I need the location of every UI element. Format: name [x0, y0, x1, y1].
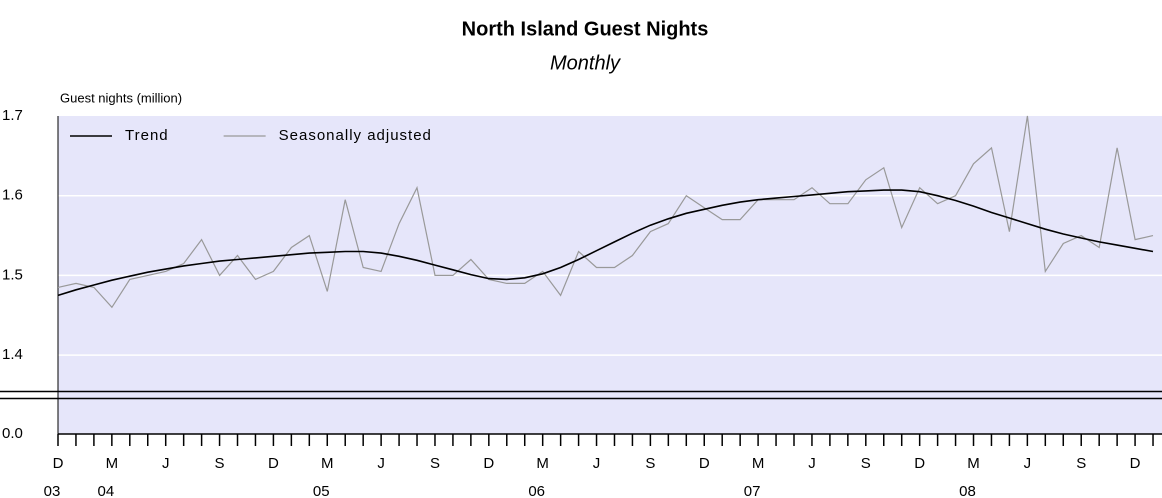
x-tick-label: D	[914, 455, 925, 472]
x-tick-label: D	[699, 455, 710, 472]
x-tick-label: D	[53, 455, 64, 472]
x-tick-label: D	[1130, 455, 1141, 472]
series-line	[57, 189, 1154, 297]
x-tick-label: D	[268, 455, 279, 472]
x-tick-label: S	[861, 455, 871, 472]
legend-label: Trend	[125, 127, 169, 144]
x-tick-label: M	[752, 455, 765, 472]
x-tick-label: D	[483, 455, 494, 472]
year-label: 08	[959, 483, 976, 498]
year-label: 05	[313, 483, 330, 498]
x-tick-label: S	[645, 455, 655, 472]
x-tick-label: M	[536, 455, 549, 472]
year-label: 04	[98, 483, 115, 498]
y-tick-label: 1.4	[2, 346, 23, 363]
x-tick-label: J	[162, 455, 170, 472]
y-tick-label: 1.5	[2, 266, 23, 283]
legend-label: Seasonally adjusted	[279, 127, 432, 144]
y-axis-label: Guest nights (million)	[60, 90, 182, 105]
y-tick-label: 1.6	[2, 187, 23, 204]
x-tick-label: S	[215, 455, 225, 472]
year-label: 07	[744, 483, 761, 498]
x-tick-label: J	[593, 455, 601, 472]
x-tick-label: J	[1024, 455, 1032, 472]
x-tick-label: J	[377, 455, 385, 472]
y-tick-label: 1.7	[2, 107, 23, 124]
year-label: 06	[528, 483, 545, 498]
chart-subtitle: Monthly	[550, 52, 621, 74]
x-tick-label: M	[106, 455, 119, 472]
chart-title: North Island Guest Nights	[462, 18, 709, 40]
x-tick-label: S	[1076, 455, 1086, 472]
x-tick-label: S	[430, 455, 440, 472]
x-tick-label: M	[321, 455, 334, 472]
year-label: 03	[44, 483, 61, 498]
x-tick-label: J	[808, 455, 816, 472]
x-tick-label: M	[967, 455, 980, 472]
y-tick-label: 0.0	[2, 425, 23, 442]
